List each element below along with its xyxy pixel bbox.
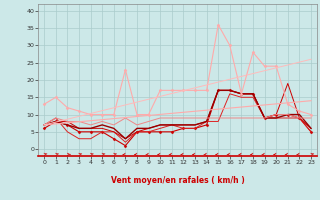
X-axis label: Vent moyen/en rafales ( km/h ): Vent moyen/en rafales ( km/h )	[111, 176, 244, 185]
